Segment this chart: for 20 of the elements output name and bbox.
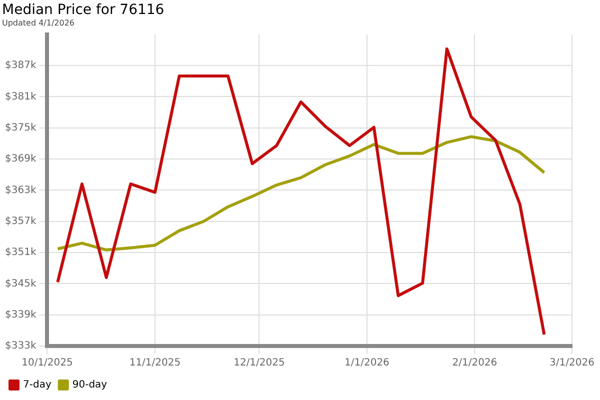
chart-subtitle: Updated 4/1/2026: [2, 18, 75, 28]
y-tick-label: $381k: [4, 91, 36, 102]
x-tick-label: 12/1/2025: [234, 358, 285, 369]
x-tick-label: 3/1/2026: [550, 358, 594, 369]
x-tick-label: 2/1/2026: [452, 358, 498, 369]
y-tick-label: $339k: [4, 309, 36, 320]
y-tick-label: $345k: [4, 278, 36, 290]
y-tick-label: $351k: [4, 247, 36, 258]
y-tick-label: $387k: [4, 60, 36, 72]
y-tick-label: $333k: [4, 340, 36, 352]
x-tick-label: 11/1/2025: [129, 358, 181, 369]
x-tick-label: 1/1/2026: [344, 358, 390, 369]
x-tick-label: 10/1/2025: [22, 358, 73, 369]
y-tick-label: $375k: [4, 122, 36, 134]
legend-label: 7-day: [23, 380, 52, 391]
y-tick-label: $363k: [4, 184, 36, 196]
y-tick-label: $357k: [4, 216, 36, 227]
chart-title: Median Price for 76116: [2, 2, 164, 18]
y-tick-label: $369k: [4, 154, 36, 165]
legend-label: 90-day: [72, 380, 108, 391]
